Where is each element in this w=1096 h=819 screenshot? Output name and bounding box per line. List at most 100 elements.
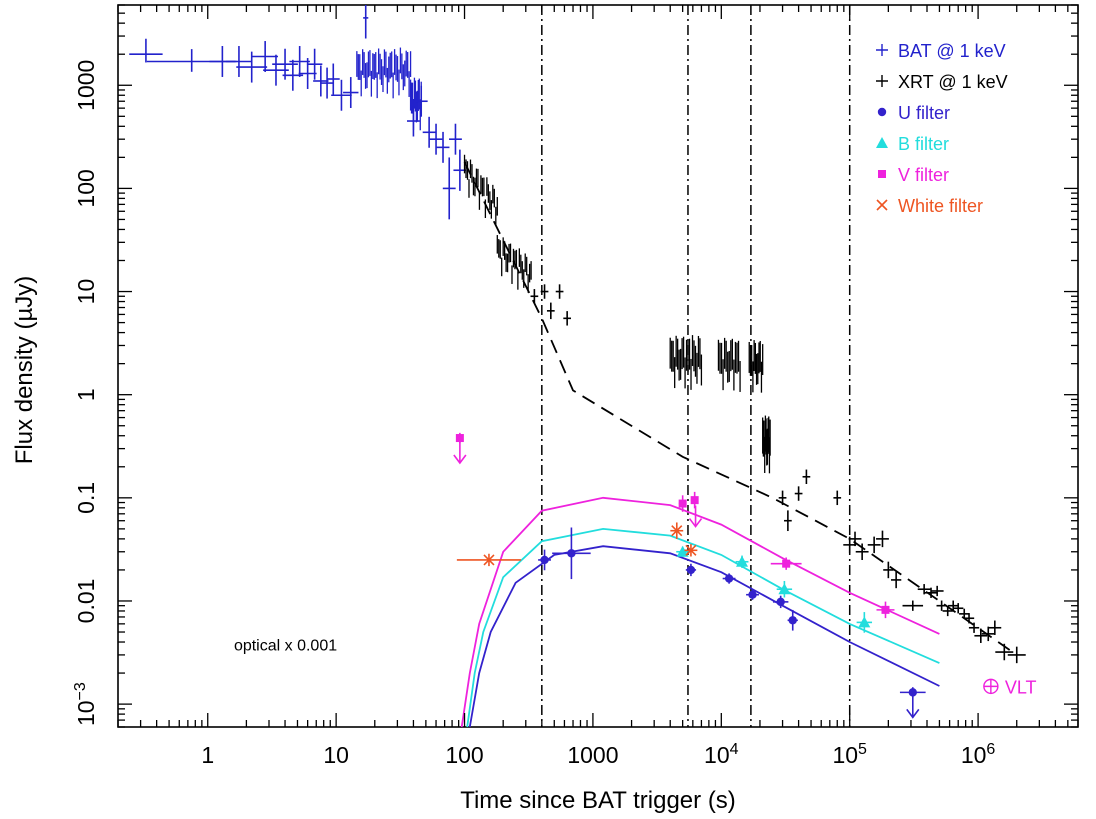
data-marker: [676, 545, 689, 557]
x-axis-label: Time since BAT trigger (s): [460, 787, 736, 814]
legend-marker: [877, 107, 887, 117]
vlt-symbol-cross: [983, 679, 998, 694]
data-point: [690, 491, 699, 509]
data-marker: [748, 590, 757, 599]
data-marker: [671, 525, 683, 537]
data-point: [456, 553, 522, 567]
legend-entry: XRT @ 1 keV: [876, 72, 1008, 92]
data-marker: [776, 597, 785, 607]
series-group: [456, 522, 698, 567]
data-point: [455, 432, 464, 444]
data-marker: [724, 574, 734, 583]
data-point: [948, 600, 959, 611]
data-point: [867, 536, 881, 554]
data-point: [995, 643, 1014, 661]
y-tick-label-group: 1: [73, 388, 99, 401]
data-point: [778, 490, 787, 506]
data-point: [794, 486, 803, 501]
legend-label: White filter: [898, 196, 983, 216]
y-tick-label: 10: [73, 279, 99, 305]
data-point: [891, 571, 902, 589]
data-point: [963, 613, 975, 624]
data-point: [784, 510, 792, 532]
arrow-head: [453, 454, 467, 465]
data-point: [555, 284, 564, 299]
legend-entry: BAT @ 1 keV: [876, 41, 1006, 61]
data-point: [236, 51, 268, 83]
legend-marker: [876, 199, 888, 211]
series-group: [455, 432, 895, 619]
data-point: [899, 687, 926, 698]
x-tick-label: 106: [961, 741, 996, 768]
legend-entry: White filter: [876, 196, 983, 216]
data-point: [407, 105, 420, 137]
data-point: [968, 622, 980, 633]
y-tick-label-group: 10: [73, 279, 99, 305]
x-tick-label: 105: [832, 741, 867, 768]
data-marker: [736, 555, 749, 567]
upper-limit-arrow: [688, 505, 703, 528]
data-point: [833, 490, 842, 506]
data-point: [930, 585, 944, 597]
data-point: [326, 63, 340, 95]
y-tick-label: 100: [73, 169, 99, 207]
plot-frame: [117, 4, 1079, 728]
data-marker: [690, 496, 699, 505]
x-tick-label: 1000: [567, 742, 618, 768]
model-curve: [463, 161, 1018, 656]
data-point: [343, 77, 359, 109]
data-point: [546, 302, 555, 320]
y-tick-label: 1: [73, 388, 99, 401]
data-point: [552, 527, 591, 580]
series-group: [463, 154, 1026, 664]
tick-exponent: 4: [730, 741, 739, 758]
data-point: [422, 116, 436, 148]
data-point: [678, 495, 687, 512]
legend-label: V filter: [898, 165, 949, 185]
data-point: [1007, 646, 1026, 664]
data-point: [883, 561, 894, 579]
y-tick-label: 1000: [73, 60, 99, 111]
data-point: [802, 469, 811, 484]
x-tick-label: 10: [323, 742, 349, 768]
y-tick-label-group: 0.01: [73, 579, 99, 624]
data-point: [722, 573, 736, 584]
tick-exponent: 6: [986, 741, 995, 758]
data-point: [772, 595, 789, 609]
data-marker: [483, 554, 495, 566]
data-point: [449, 123, 462, 155]
tick-exponent: 5: [858, 741, 867, 758]
data-point: [953, 603, 964, 614]
data-marker: [881, 605, 890, 614]
y-tick-label-group: 0.1: [73, 482, 99, 514]
legend-entry: U filter: [877, 103, 950, 123]
data-point: [226, 46, 252, 77]
data-point: [684, 544, 698, 557]
legend-marker: [876, 75, 888, 87]
data-point: [313, 65, 329, 97]
optical-scale-note: optical x 0.001: [234, 638, 337, 655]
legend-entry: B filter: [876, 134, 949, 154]
data-point: [540, 284, 549, 299]
data-point: [436, 131, 450, 163]
data-point: [917, 584, 931, 595]
legend-label: XRT @ 1 keV: [898, 72, 1008, 92]
data-point: [429, 123, 443, 155]
legend-label: BAT @ 1 keV: [898, 41, 1006, 61]
data-point: [942, 605, 953, 617]
data-point: [676, 545, 690, 557]
series-group: [129, 5, 467, 220]
data-point: [981, 626, 995, 642]
data-marker: [540, 555, 549, 565]
y-axis-label: Flux density (µJy): [11, 276, 38, 465]
x-axis-ticks: 1 10 100 1000 104 105 106: [117, 5, 1079, 768]
data-marker: [686, 565, 696, 575]
data-marker: [788, 616, 797, 625]
vlt-label: VLT: [1005, 677, 1037, 697]
data-marker: [455, 434, 464, 443]
data-point: [735, 555, 749, 568]
data-marker: [782, 559, 791, 568]
x-tick-label: 1: [201, 742, 214, 768]
data-marker: [685, 544, 697, 556]
